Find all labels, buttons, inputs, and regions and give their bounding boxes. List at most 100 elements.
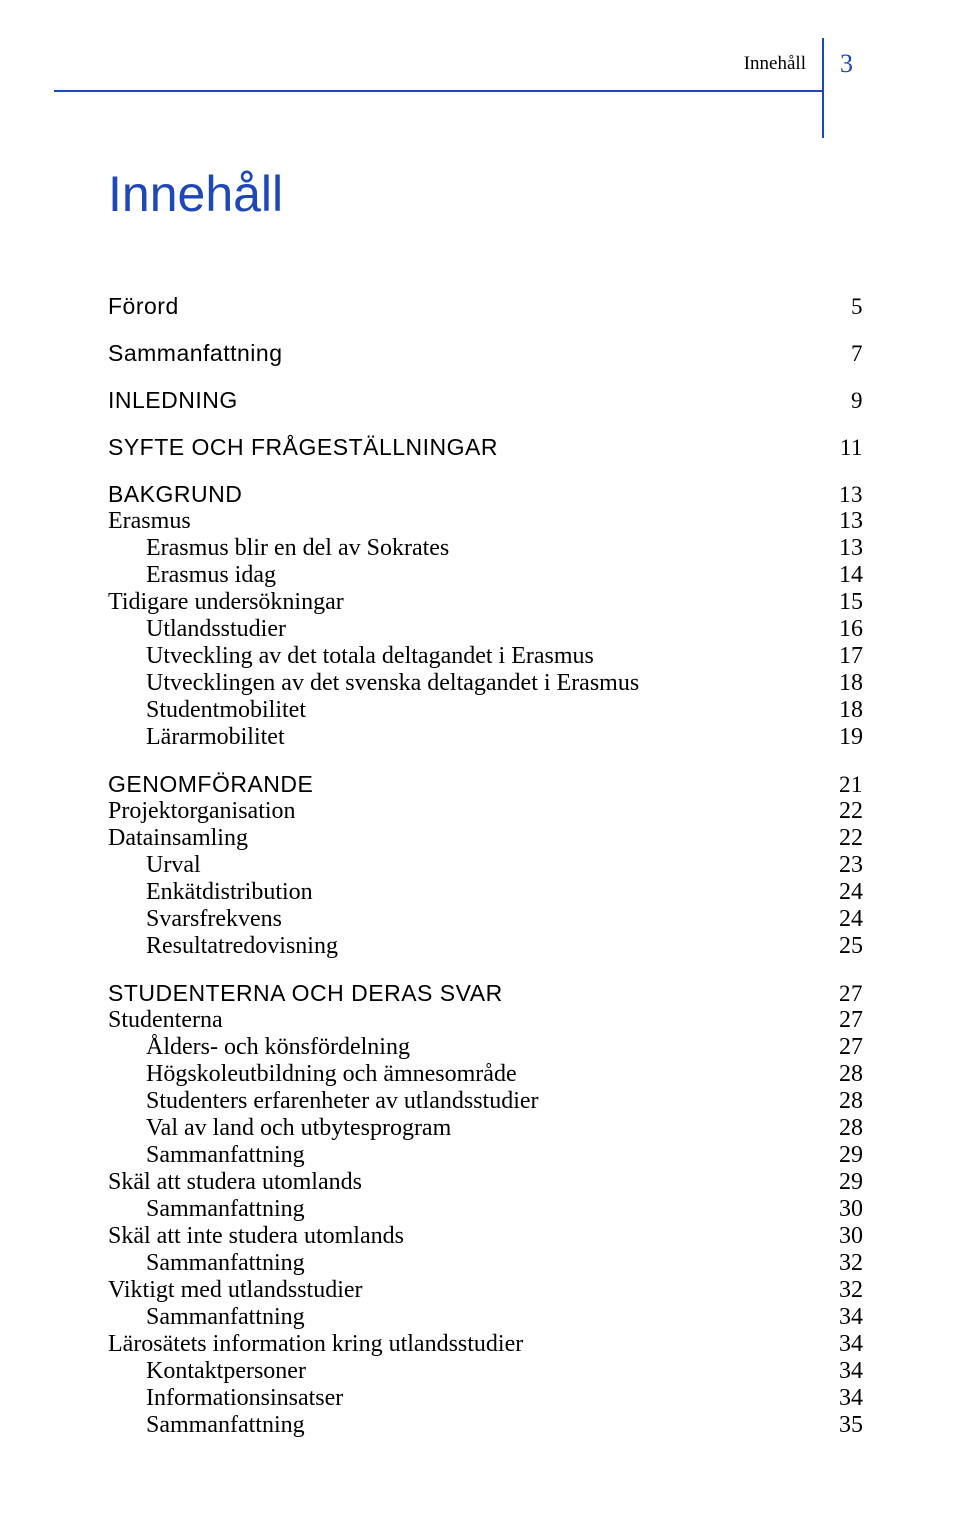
toc-entry-label: Sammanfattning <box>108 1413 305 1437</box>
toc-entry: Sammanfattning 35 <box>108 1413 863 1437</box>
toc-entry: Högskoleutbildning och ämnesområde28 <box>108 1062 863 1086</box>
table-of-contents: Förord5Sammanfattning7INLEDNING9SYFTE OC… <box>108 295 863 1437</box>
toc-entry-page: 17 <box>839 644 863 668</box>
toc-entry-label: Sammanfattning <box>108 1197 305 1221</box>
toc-entry: Svarsfrekvens 24 <box>108 907 863 931</box>
toc-entry: GENOMFÖRANDE 21 <box>108 773 863 796</box>
toc-entry: Utveckling av det totala deltagandet i E… <box>108 644 863 668</box>
toc-entry: Viktigt med utlandsstudier 32 <box>108 1278 863 1302</box>
toc-entry-page: 32 <box>839 1278 863 1302</box>
toc-entry: Sammanfattning 7 <box>108 342 863 365</box>
toc-entry-label: Studenters erfarenheter av utlandsstudie… <box>108 1089 539 1113</box>
toc-entry-label: Erasmus blir en del av Sokrates <box>108 536 449 560</box>
toc-entry-page: 27 <box>839 982 863 1005</box>
toc-entry-page: 34 <box>839 1305 863 1329</box>
toc-entry-page: 21 <box>839 773 863 796</box>
toc-entry-page: 7 <box>851 342 863 365</box>
toc-entry-page: 34 <box>839 1332 863 1356</box>
toc-entry-page: 13 <box>839 483 863 506</box>
toc-entry-label: Erasmus <box>108 509 191 533</box>
toc-entry: Sammanfattning29 <box>108 1143 863 1167</box>
toc-entry: Lärarmobilitet 19 <box>108 725 863 749</box>
toc-entry-label: Sammanfattning <box>108 1251 305 1275</box>
toc-entry: Informationsinsatser34 <box>108 1386 863 1410</box>
toc-entry-page: 11 <box>840 436 863 459</box>
toc-entry: Sammanfattning 34 <box>108 1305 863 1329</box>
page-title: Innehåll <box>108 165 283 223</box>
page-header-top: Innehåll 3 <box>744 38 870 90</box>
toc-entry-label: Erasmus idag <box>108 563 276 587</box>
toc-entry: Sammanfattning30 <box>108 1197 863 1221</box>
toc-entry-label: Lärosätets information kring utlandsstud… <box>108 1332 523 1356</box>
toc-entry: STUDENTERNA OCH DERAS SVAR27 <box>108 982 863 1005</box>
toc-entry-label: Sammanfattning <box>108 1305 305 1329</box>
toc-entry: Utlandsstudier16 <box>108 617 863 641</box>
toc-entry: BAKGRUND 13 <box>108 483 863 506</box>
toc-entry-page: 23 <box>839 853 863 877</box>
toc-entry-label: Svarsfrekvens <box>108 907 282 931</box>
toc-entry-label: SYFTE OCH FRÅGESTÄLLNINGAR <box>108 436 498 459</box>
toc-entry-page: 32 <box>839 1251 863 1275</box>
toc-entry-label: Ålders- och könsfördelning <box>108 1035 410 1059</box>
toc-entry: Tidigare undersökningar15 <box>108 590 863 614</box>
toc-entry-label: Resultatredovisning <box>108 934 338 958</box>
toc-entry-label: Skäl att studera utomlands <box>108 1170 362 1194</box>
page: Innehåll 3 Innehåll Förord5Sammanfattnin… <box>0 0 960 1531</box>
toc-entry-label: Viktigt med utlandsstudier <box>108 1278 363 1302</box>
page-header: Innehåll 3 <box>744 38 870 90</box>
toc-entry: Enkätdistribution24 <box>108 880 863 904</box>
toc-entry-label: Urval <box>108 853 201 877</box>
toc-entry-page: 34 <box>839 1359 863 1383</box>
toc-entry-page: 5 <box>851 295 863 318</box>
toc-entry: Studenterna27 <box>108 1008 863 1032</box>
toc-entry-label: Val av land och utbytesprogram <box>108 1116 451 1140</box>
toc-entry: Skäl att studera utomlands 29 <box>108 1170 863 1194</box>
toc-entry-page: 13 <box>839 509 863 533</box>
toc-entry-label: Sammanfattning <box>108 1143 305 1167</box>
toc-entry-label: Kontaktpersoner <box>108 1359 306 1383</box>
toc-entry: Utvecklingen av det svenska deltagandet … <box>108 671 863 695</box>
toc-entry: SYFTE OCH FRÅGESTÄLLNINGAR 11 <box>108 436 863 459</box>
toc-entry-label: Sammanfattning <box>108 342 282 365</box>
toc-entry-page: 29 <box>839 1170 863 1194</box>
toc-entry-label: INLEDNING <box>108 389 238 412</box>
running-head-label: Innehåll <box>744 53 822 75</box>
toc-entry-page: 30 <box>839 1224 863 1248</box>
toc-entry: Lärosätets information kring utlandsstud… <box>108 1332 863 1356</box>
toc-entry-page: 28 <box>839 1089 863 1113</box>
toc-entry-page: 19 <box>839 725 863 749</box>
page-number: 3 <box>824 49 870 79</box>
toc-entry-page: 27 <box>839 1008 863 1032</box>
toc-entry-page: 34 <box>839 1386 863 1410</box>
toc-entry: Erasmus 13 <box>108 509 863 533</box>
toc-entry-label: GENOMFÖRANDE <box>108 773 313 796</box>
toc-entry-page: 16 <box>839 617 863 641</box>
toc-entry: Kontaktpersoner 34 <box>108 1359 863 1383</box>
toc-entry: Projektorganisation22 <box>108 799 863 823</box>
toc-entry: Ålders- och könsfördelning 27 <box>108 1035 863 1059</box>
toc-entry-page: 18 <box>839 671 863 695</box>
toc-entry-page: 28 <box>839 1116 863 1140</box>
toc-entry: Studentmobilitet 18 <box>108 698 863 722</box>
toc-entry: Skäl att inte studera utomlands 30 <box>108 1224 863 1248</box>
toc-entry: Erasmus idag 14 <box>108 563 863 587</box>
toc-entry-label: Lärarmobilitet <box>108 725 285 749</box>
toc-entry-page: 35 <box>839 1413 863 1437</box>
toc-entry: Resultatredovisning25 <box>108 934 863 958</box>
toc-entry-page: 24 <box>839 880 863 904</box>
toc-entry-page: 14 <box>839 563 863 587</box>
toc-entry-label: Utveckling av det totala deltagandet i E… <box>108 644 594 668</box>
toc-entry-label: BAKGRUND <box>108 483 242 506</box>
toc-entry-page: 13 <box>839 536 863 560</box>
toc-entry-page: 24 <box>839 907 863 931</box>
toc-entry-label: Skäl att inte studera utomlands <box>108 1224 404 1248</box>
toc-entry-label: Utvecklingen av det svenska deltagandet … <box>108 671 639 695</box>
toc-entry: Erasmus blir en del av Sokrates 13 <box>108 536 863 560</box>
toc-entry-page: 22 <box>839 799 863 823</box>
toc-entry-label: Studentmobilitet <box>108 698 306 722</box>
toc-entry-page: 27 <box>839 1035 863 1059</box>
toc-entry: Studenters erfarenheter av utlandsstudie… <box>108 1089 863 1113</box>
toc-entry: INLEDNING9 <box>108 389 863 412</box>
toc-entry-page: 18 <box>839 698 863 722</box>
toc-entry: Sammanfattning 32 <box>108 1251 863 1275</box>
